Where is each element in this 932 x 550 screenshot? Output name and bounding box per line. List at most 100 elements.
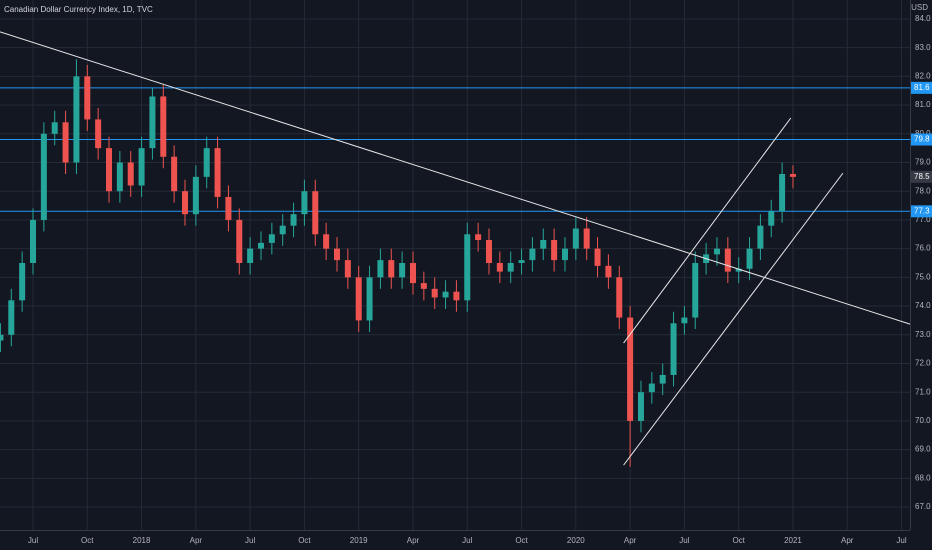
candle-body: [333, 248, 340, 261]
candle-body: [95, 119, 102, 149]
y-tick-label: 69.0: [915, 445, 931, 454]
candle-body: [496, 262, 503, 272]
candle-body: [127, 162, 134, 186]
y-tick-label: 78.0: [915, 186, 931, 195]
x-tick-label: Oct: [298, 536, 311, 545]
candle-body: [312, 191, 319, 235]
candle-body: [62, 122, 69, 163]
candle-body: [616, 277, 623, 318]
candle-body: [160, 96, 167, 157]
candle-body: [485, 240, 492, 263]
y-tick-label: 71.0: [915, 387, 931, 396]
x-tick-label: Jul: [28, 536, 38, 545]
last-price-tag: [911, 170, 932, 183]
candle-body: [518, 260, 525, 263]
candle-body: [409, 262, 416, 284]
candle-body: [236, 219, 243, 263]
price-line-label: 79.8: [914, 135, 930, 144]
x-tick-label: Jul: [245, 536, 255, 545]
candle-body: [529, 248, 536, 261]
candle-body: [84, 76, 91, 120]
price-line-tag: [911, 205, 932, 218]
trend-line: [623, 172, 844, 466]
candle-body: [789, 173, 796, 177]
axis-labels: 67.0 68.0 69.0 70.0 71.0 72.0 73.0 74.0 75.0 76.0…: [28, 14, 932, 545]
y-tick-label: 83.0: [915, 43, 931, 52]
candle-body: [388, 260, 395, 278]
candle-body: [681, 317, 688, 324]
x-tick-label: Jul: [462, 536, 472, 545]
candle-body: [637, 392, 644, 421]
candle-body: [106, 148, 113, 192]
chart-title: Canadian Dollar Currency Index, 1D, TVC: [4, 5, 153, 14]
x-tick-label: Oct: [732, 536, 745, 545]
candle-body: [214, 148, 221, 197]
x-tick-label: Apr: [407, 536, 420, 545]
price-line-tag: [911, 133, 932, 146]
candle-body: [377, 260, 384, 278]
candle-body: [116, 162, 123, 192]
candle-body: [30, 219, 37, 263]
candle-body: [366, 277, 373, 321]
y-tick-label: 81.0: [915, 100, 931, 109]
candle-body: [768, 211, 775, 226]
candle-body: [540, 240, 547, 249]
candle-body: [648, 383, 655, 393]
candle-body: [225, 196, 232, 220]
trend-line: [623, 117, 792, 344]
candle-body: [724, 248, 731, 272]
candle-body: [627, 317, 634, 421]
candle-body: [507, 262, 514, 272]
candle-body: [138, 148, 145, 186]
candle-body: [51, 122, 58, 134]
candle-body: [399, 262, 406, 278]
candle-body: [442, 291, 449, 298]
x-tick-label: Jul: [896, 536, 906, 545]
candle-body: [572, 228, 579, 249]
candle-body: [594, 248, 601, 266]
candle-body: [344, 260, 351, 278]
candle-body: [290, 214, 297, 226]
candle-body: [746, 248, 753, 269]
candle-body: [453, 291, 460, 301]
y-tick-label: 74.0: [915, 301, 931, 310]
y-tick-label: 70.0: [915, 416, 931, 425]
candle-body: [268, 234, 275, 243]
plot: [0, 31, 911, 467]
candle-body: [779, 173, 786, 212]
y-tick-label: 72.0: [915, 359, 931, 368]
y-tick-label: 77.0: [915, 215, 931, 224]
candle-body: [192, 176, 199, 215]
candle-body: [420, 283, 427, 289]
candle-body: [431, 288, 438, 298]
candle-body: [40, 133, 47, 220]
x-tick-label: 2021: [784, 536, 802, 545]
x-tick-label: 2018: [133, 536, 151, 545]
candle-body: [670, 323, 677, 375]
x-tick-label: Jul: [679, 536, 689, 545]
x-tick-label: Apr: [841, 536, 854, 545]
grid: [0, 0, 910, 530]
candle-body: [0, 334, 4, 341]
x-tick-label: 2020: [567, 536, 585, 545]
candle-body: [713, 248, 720, 255]
trend-line: [0, 31, 911, 325]
candle-body: [464, 234, 471, 301]
candle-body: [735, 268, 742, 272]
candle-body: [551, 240, 558, 261]
y-tick-label: 82.0: [915, 71, 931, 80]
candle-body: [247, 248, 254, 263]
candle-body: [692, 262, 699, 318]
last-price-label: 78.5: [914, 172, 930, 181]
y-tick-label: 79.0: [915, 158, 931, 167]
y-tick-label: 67.0: [915, 502, 931, 511]
price-line-tag: [911, 81, 932, 94]
y-unit: USD: [911, 3, 928, 12]
y-tick-label: 76.0: [915, 244, 931, 253]
candle-body: [19, 262, 26, 301]
candle-body: [475, 234, 482, 241]
candle-body: [659, 374, 666, 384]
candle-body: [181, 191, 188, 215]
candle-body: [257, 242, 264, 249]
